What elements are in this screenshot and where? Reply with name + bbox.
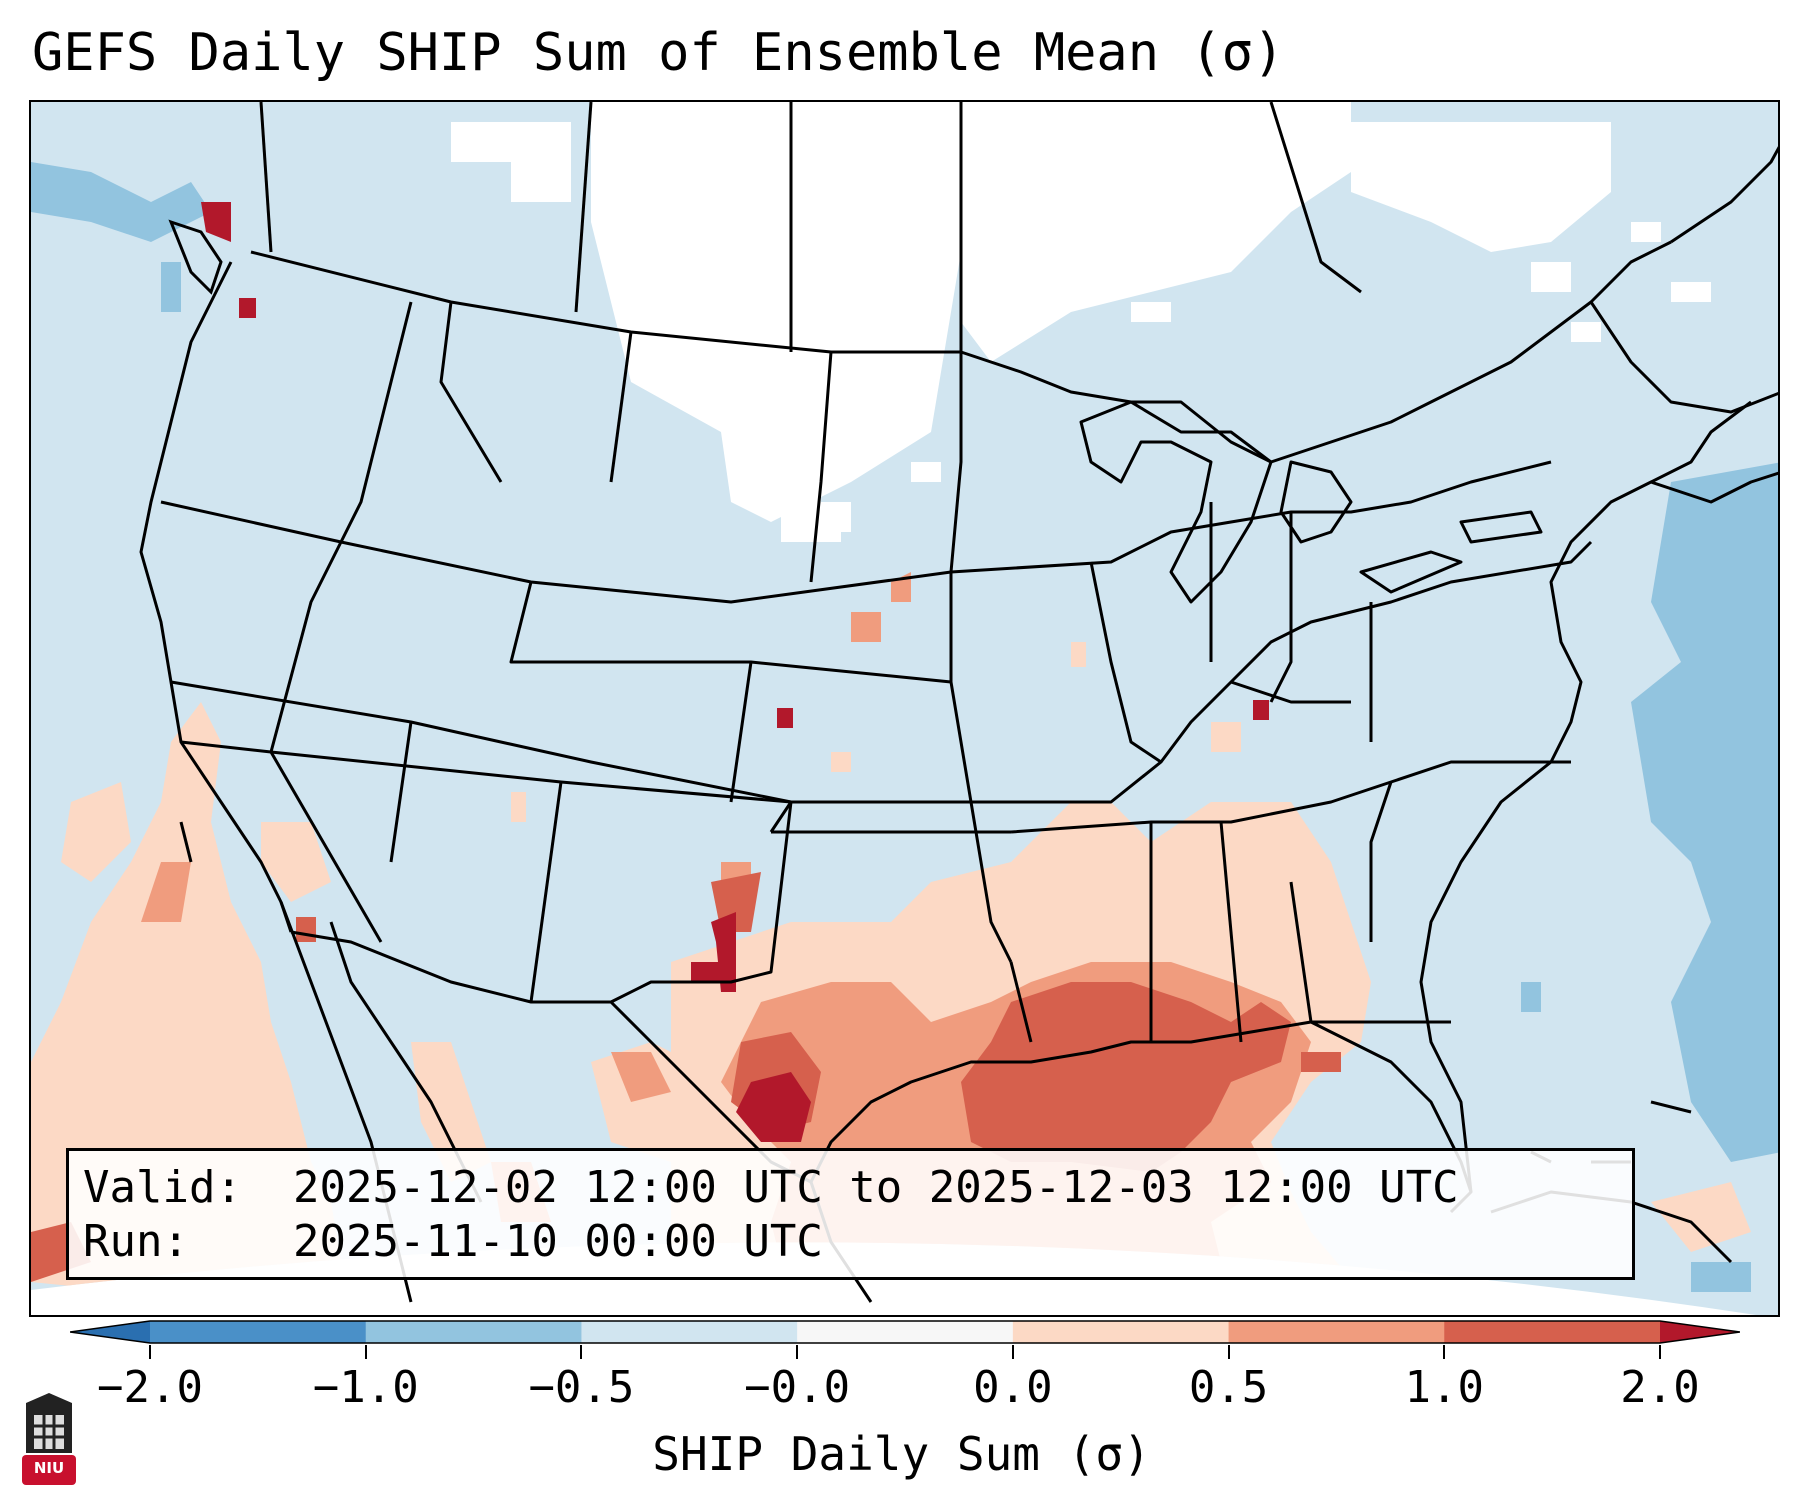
colorbar-tick-label: 1.0 (1404, 1362, 1485, 1413)
positive-extreme-cells (201, 202, 1269, 1142)
colorbar-extend-low (70, 1321, 150, 1343)
run-value: 2025-11-10 00:00 UTC (293, 1216, 823, 1267)
colorbar (70, 1320, 1740, 1344)
valid-run-info-box: Valid: 2025-12-02 12:00 UTC to 2025-12-03… (66, 1148, 1635, 1280)
boundaries (139, 102, 1778, 1303)
colorbar-tick (796, 1345, 799, 1359)
colorbar-label: SHIP Daily Sum (σ) (652, 1427, 1151, 1481)
colorbar-extend-high (1660, 1321, 1740, 1343)
negative-cells (31, 162, 1778, 1292)
run-label: Run: (83, 1216, 189, 1267)
colorbar-tick-label: 2.0 (1620, 1362, 1700, 1413)
colorbar-bin (1228, 1321, 1445, 1343)
colorbar-tick (1659, 1345, 1661, 1359)
colorbar-bin (1444, 1321, 1661, 1343)
colorbar-tick (1011, 1345, 1014, 1359)
colorbar-tick-label: −0.0 (744, 1362, 851, 1413)
colorbar-bin (150, 1321, 367, 1343)
valid-value: 2025-12-02 12:00 UTC to 2025-12-03 12:00… (293, 1162, 1459, 1213)
colorbar-tick-label: 0.5 (1188, 1362, 1269, 1413)
niu-logo-text: NIU (33, 1459, 65, 1477)
colorbar-tick-label: −2.0 (97, 1362, 203, 1413)
colorbar-tick-label: 0.0 (973, 1362, 1053, 1413)
colorbar-tick-label: −0.5 (528, 1362, 635, 1413)
valid-label: Valid: (83, 1162, 242, 1213)
colorbar-tick (1227, 1345, 1230, 1359)
colorbar-tick (364, 1345, 367, 1359)
niu-logo: NIU (20, 1393, 78, 1489)
near-zero-cells (451, 102, 1711, 542)
map-panel (29, 100, 1780, 1317)
colorbar-bin (1012, 1321, 1230, 1343)
colorbar-tick (149, 1345, 151, 1359)
colorbar-tick (580, 1345, 583, 1359)
colorbar-bin (365, 1321, 582, 1343)
niu-logo-icon (22, 1393, 76, 1485)
colorbar-bins (150, 1321, 1661, 1343)
map-canvas (31, 102, 1778, 1315)
colorbar-bin (797, 1321, 1014, 1343)
colorbar-tick-label: −1.0 (312, 1362, 419, 1413)
colorbar-tick (1443, 1345, 1446, 1359)
map-title: GEFS Daily SHIP Sum of Ensemble Mean (σ) (32, 23, 1285, 83)
ship-field (31, 102, 1778, 1315)
colorbar-bin (581, 1321, 798, 1343)
